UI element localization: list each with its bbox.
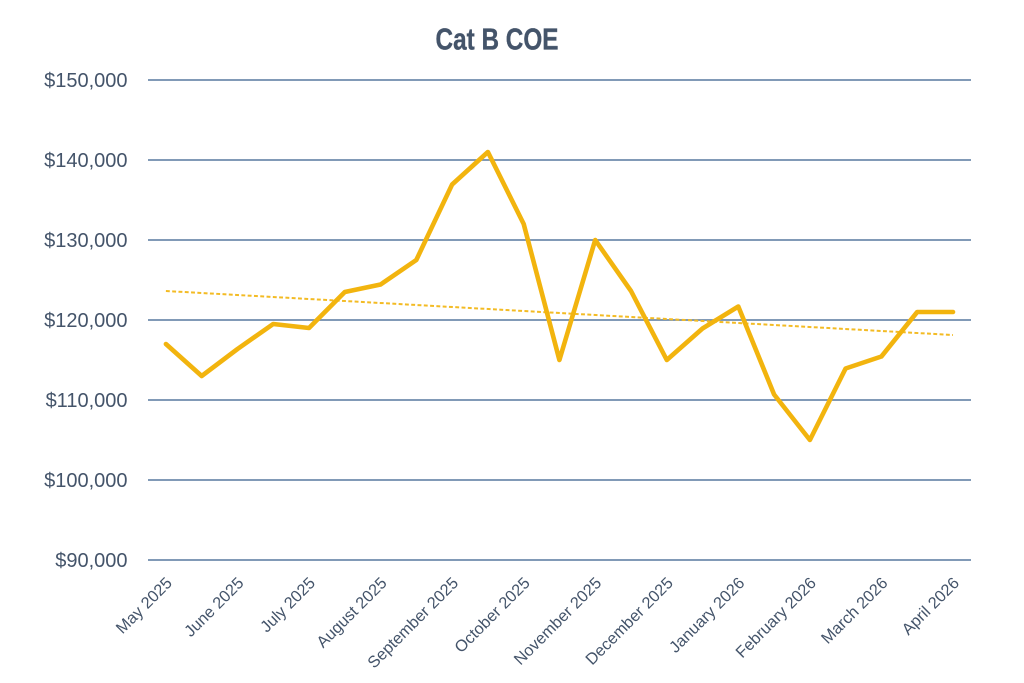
svg-text:$130,000: $130,000 [44,230,127,252]
svg-text:$140,000: $140,000 [44,150,127,172]
svg-text:$110,000: $110,000 [46,390,128,412]
svg-text:$120,000: $120,000 [44,310,127,332]
svg-text:$100,000: $100,000 [44,470,127,492]
svg-text:$90,000: $90,000 [55,550,127,572]
svg-text:Cat B COE: Cat B COE [436,22,559,57]
svg-text:$150,000: $150,000 [44,70,127,92]
